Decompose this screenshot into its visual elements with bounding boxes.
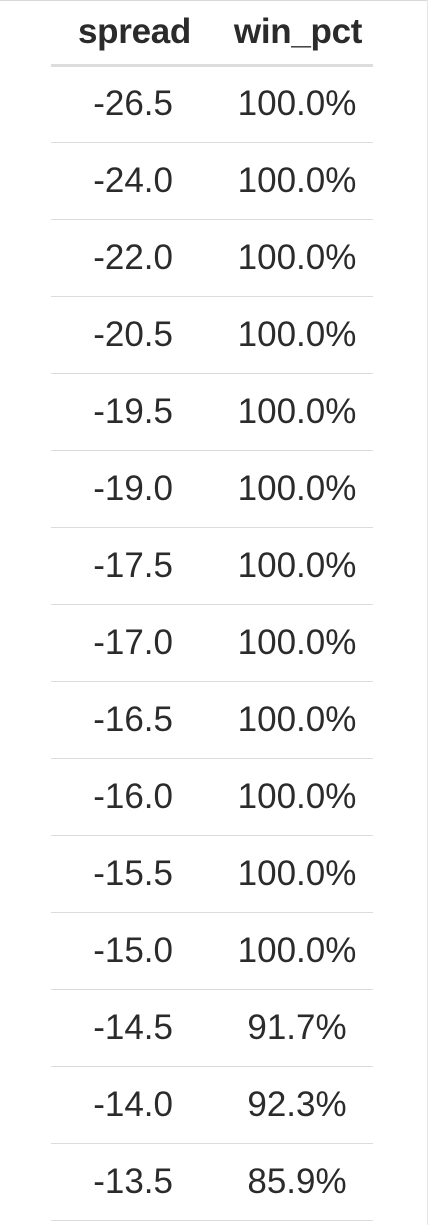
table-row: -17.5 100.0% [51,527,373,605]
cell-win-pct: 92.3% [213,1066,373,1144]
header-row: spread win_pct [51,0,373,67]
table-row: -14.5 91.7% [51,989,373,1067]
cell-spread: -16.0 [51,758,213,836]
cell-win-pct: 100.0% [213,142,373,220]
cell-spread: -24.0 [51,142,213,220]
table-row: -15.0 100.0% [51,912,373,990]
column-header-spread: spread [51,0,213,67]
table-row: -14.0 92.3% [51,1066,373,1144]
data-table: spread win_pct -26.5 100.0% -24.0 100.0%… [51,0,373,1221]
cell-spread: -14.5 [51,989,213,1067]
table-row: -24.0 100.0% [51,142,373,220]
cell-win-pct: 100.0% [213,296,373,374]
cell-win-pct: 100.0% [213,450,373,528]
cell-spread: -14.0 [51,1066,213,1144]
cell-spread: -13.5 [51,1143,213,1221]
table-row: -17.0 100.0% [51,604,373,682]
table-row: -20.5 100.0% [51,296,373,374]
table-row: -22.0 100.0% [51,219,373,297]
column-header-win-pct: win_pct [213,0,373,67]
table-body: -26.5 100.0% -24.0 100.0% -22.0 100.0% -… [51,65,373,1221]
cell-win-pct: 100.0% [213,681,373,759]
table-header: spread win_pct [51,0,373,67]
table-row: -16.0 100.0% [51,758,373,836]
cell-win-pct: 85.9% [213,1143,373,1221]
table-row: -13.5 85.9% [51,1143,373,1221]
cell-spread: -26.5 [51,65,213,143]
cell-win-pct: 100.0% [213,373,373,451]
cell-win-pct: 100.0% [213,527,373,605]
cell-win-pct: 100.0% [213,219,373,297]
table-row: -19.0 100.0% [51,450,373,528]
cell-spread: -15.0 [51,912,213,990]
cell-win-pct: 100.0% [213,835,373,913]
cell-win-pct: 100.0% [213,912,373,990]
table-row: -26.5 100.0% [51,65,373,143]
cell-spread: -16.5 [51,681,213,759]
cell-spread: -20.5 [51,296,213,374]
table-row: -15.5 100.0% [51,835,373,913]
cell-spread: -19.5 [51,373,213,451]
cell-spread: -15.5 [51,835,213,913]
cell-win-pct: 91.7% [213,989,373,1067]
cell-win-pct: 100.0% [213,65,373,143]
cell-spread: -22.0 [51,219,213,297]
cell-spread: -19.0 [51,450,213,528]
cell-spread: -17.5 [51,527,213,605]
cell-win-pct: 100.0% [213,604,373,682]
cell-spread: -17.0 [51,604,213,682]
table-row: -19.5 100.0% [51,373,373,451]
table-row: -16.5 100.0% [51,681,373,759]
cell-win-pct: 100.0% [213,758,373,836]
